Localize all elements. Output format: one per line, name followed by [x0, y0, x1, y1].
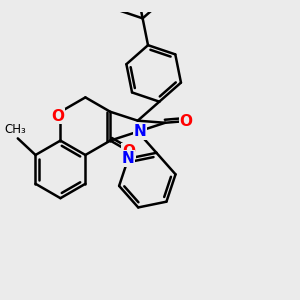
Text: N: N [134, 124, 146, 139]
Text: O: O [122, 144, 135, 159]
Text: N: N [122, 151, 135, 166]
Text: CH₃: CH₃ [4, 123, 26, 136]
Text: O: O [51, 109, 64, 124]
Text: O: O [180, 113, 193, 128]
